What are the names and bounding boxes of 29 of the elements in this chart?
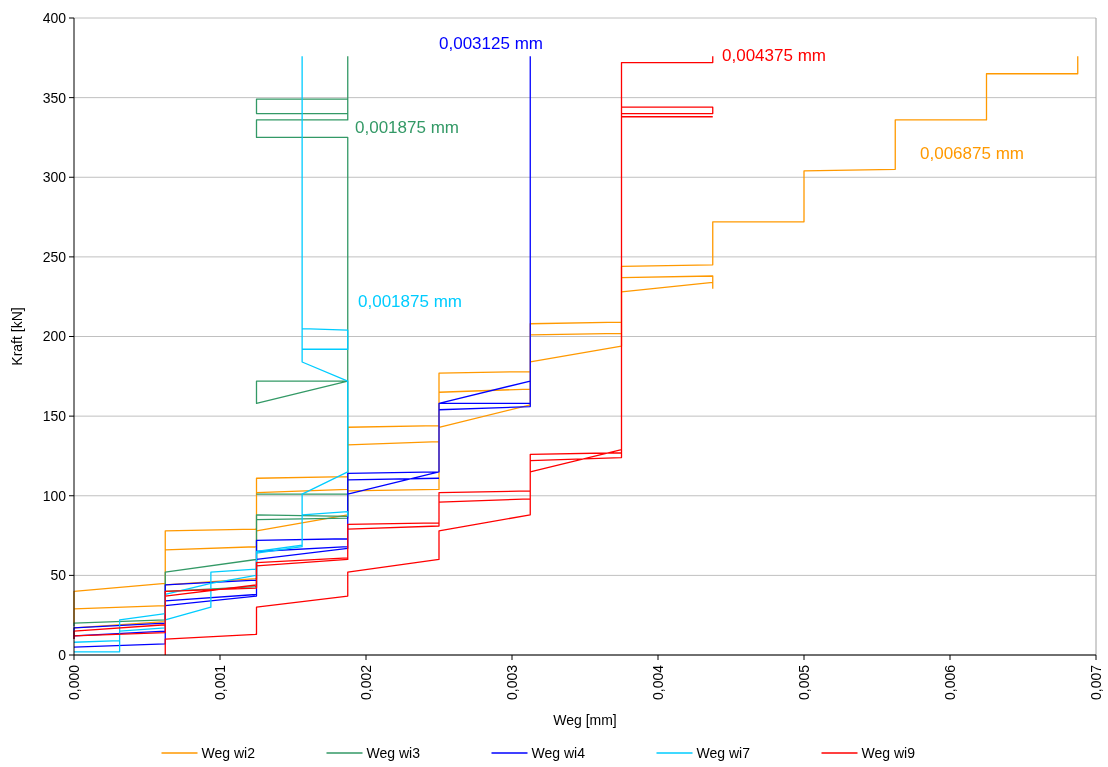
y-tick-label: 250 bbox=[42, 248, 67, 265]
legend-label: Weg wi9 bbox=[861, 744, 916, 761]
y-tick-label: 300 bbox=[42, 169, 67, 186]
y-tick-label: 50 bbox=[50, 567, 67, 584]
x-tick-label: 0,007 bbox=[1087, 664, 1104, 701]
legend-label: Weg wi4 bbox=[531, 744, 586, 761]
x-tick-label: 0,004 bbox=[649, 664, 666, 701]
x-tick-label: 0,000 bbox=[65, 664, 82, 701]
y-tick-label: 100 bbox=[42, 487, 67, 504]
y-tick-label: 200 bbox=[42, 328, 67, 345]
legend-label: Weg wi3 bbox=[366, 744, 421, 761]
x-tick-label: 0,003 bbox=[503, 664, 520, 701]
annotation: 0,004375 mm bbox=[722, 45, 826, 65]
y-tick-label: 150 bbox=[42, 408, 67, 425]
y-tick-label: 400 bbox=[42, 9, 67, 26]
x-tick-label: 0,005 bbox=[795, 664, 812, 701]
annotation: 0,001875 mm bbox=[358, 291, 462, 311]
x-axis-title: Weg [mm] bbox=[553, 712, 617, 728]
y-axis-title: Kraft [kN] bbox=[9, 307, 25, 366]
annotation: 0,006875 mm bbox=[920, 143, 1024, 163]
x-tick-label: 0,006 bbox=[941, 664, 958, 701]
legend-label: Weg wi2 bbox=[201, 744, 256, 761]
legend-label: Weg wi7 bbox=[696, 744, 751, 761]
x-tick-label: 0,001 bbox=[211, 664, 228, 701]
annotation: 0,003125 mm bbox=[439, 33, 543, 53]
x-tick-label: 0,002 bbox=[357, 664, 374, 701]
y-tick-label: 350 bbox=[42, 89, 67, 106]
y-tick-label: 0 bbox=[58, 646, 67, 663]
annotation: 0,001875 mm bbox=[355, 117, 459, 137]
